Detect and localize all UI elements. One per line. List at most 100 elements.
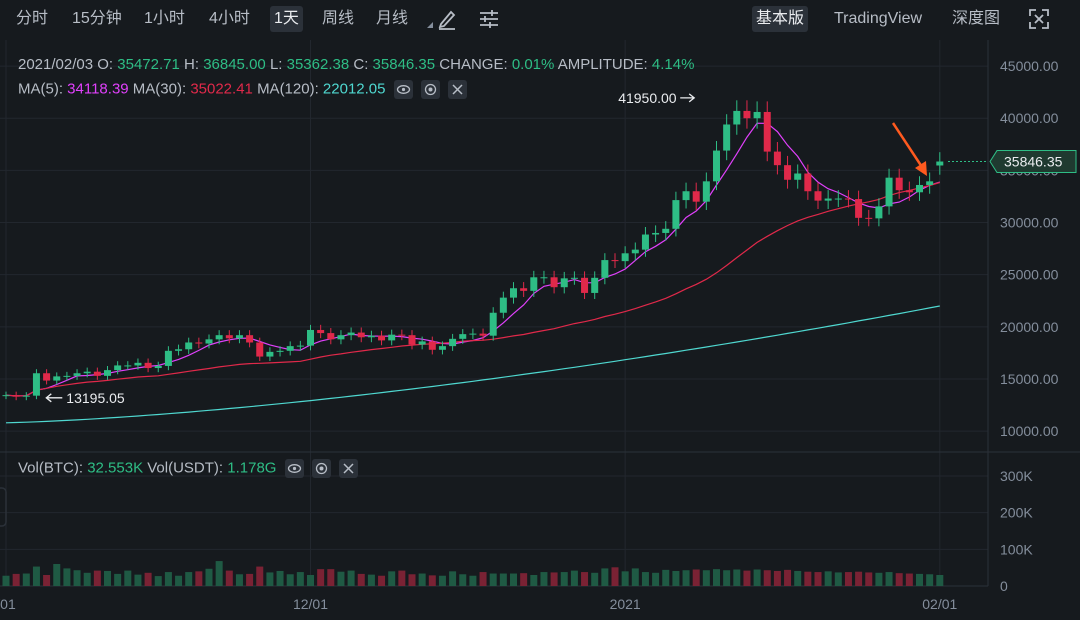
candle-body xyxy=(104,370,111,376)
dropdown-corner-icon[interactable] xyxy=(413,8,435,30)
interval-tab[interactable]: 15分钟 xyxy=(72,10,122,27)
volume-tick-label: 100K xyxy=(1000,541,1033,557)
eye-icon[interactable] xyxy=(284,459,304,478)
volume-bar xyxy=(246,573,254,586)
candle-body xyxy=(296,345,304,347)
interval-tab[interactable]: 月线 xyxy=(376,10,409,27)
candle-body xyxy=(753,111,761,119)
close-icon[interactable] xyxy=(339,459,358,478)
volume-bar xyxy=(438,575,446,586)
price-tick-label: 30000.00 xyxy=(1000,215,1059,231)
volume-bar xyxy=(824,571,832,586)
interval-tab[interactable]: 1小时 xyxy=(144,10,185,27)
last-price-tag xyxy=(989,150,1077,174)
candle-body xyxy=(144,362,152,369)
candle-body xyxy=(621,253,629,262)
volume-bar xyxy=(276,570,284,586)
candle-body xyxy=(702,181,710,202)
candle-body xyxy=(114,365,122,371)
volume-bar xyxy=(235,574,243,586)
candle-body xyxy=(631,249,639,254)
amplitude-value: 4.14% xyxy=(651,56,695,73)
volume-bar xyxy=(702,570,710,586)
volume-bar xyxy=(581,572,589,586)
candle-body xyxy=(692,191,700,202)
volume-bar xyxy=(114,573,122,586)
candle-body xyxy=(510,288,517,298)
candle-body xyxy=(124,365,132,367)
annotation-arrow xyxy=(891,122,924,168)
volume-bar xyxy=(499,573,507,586)
volume-bar xyxy=(195,571,203,586)
candle-body xyxy=(276,350,284,352)
candle-body xyxy=(418,341,426,345)
candle-body xyxy=(408,335,416,345)
low-label: L: xyxy=(269,56,283,73)
volume-bar xyxy=(449,571,457,586)
volume-bar xyxy=(652,572,660,586)
pencil-icon[interactable] xyxy=(436,8,458,30)
volume-bar xyxy=(804,571,812,586)
candle-body xyxy=(611,260,619,262)
volume-bar xyxy=(692,569,700,586)
markers: 35846.35 41950.00 13195.05 xyxy=(0,90,1077,527)
time-tick-label: 02/01 xyxy=(922,596,957,612)
time-tick-label: 12/01 xyxy=(293,596,328,612)
volume-bar xyxy=(215,561,223,586)
volume-bar xyxy=(205,568,213,586)
ma120-label: MA(120): xyxy=(257,80,319,98)
ma30-value: 35022.41 xyxy=(190,80,253,98)
candle-body xyxy=(327,333,335,340)
volume-bar xyxy=(12,573,20,586)
view-tab-active[interactable]: 基本版 xyxy=(752,6,809,32)
volume-tick-label: 0 xyxy=(1000,578,1008,594)
settings-icon[interactable] xyxy=(311,459,331,478)
candle-body xyxy=(560,278,568,288)
volume-bar xyxy=(357,573,365,586)
vol-usdt-label: Vol(USDT): xyxy=(147,459,224,477)
change-label: CHANGE: xyxy=(439,56,508,73)
volume-bar xyxy=(154,576,162,586)
view-tab[interactable]: TradingView xyxy=(834,10,923,27)
interval-tab[interactable]: 4小时 xyxy=(209,10,250,27)
interval-tab[interactable]: 分时 xyxy=(16,10,49,27)
candle-body xyxy=(530,277,538,291)
fullscreen-icon[interactable] xyxy=(1028,8,1050,30)
volume-bar xyxy=(641,572,649,586)
volume-bar xyxy=(926,574,934,586)
volume-bar xyxy=(510,573,517,586)
volume-bar xyxy=(723,570,731,586)
low-value: 35362.38 xyxy=(286,56,350,73)
axes: 10000.00 15000.00 20000.00 25000.00 30000.00… xyxy=(0,58,1059,612)
eye-icon[interactable] xyxy=(393,80,413,99)
high-value: 36845.00 xyxy=(203,56,266,73)
candle-body xyxy=(93,371,101,376)
settings-sliders-icon[interactable] xyxy=(478,8,500,30)
candle-body xyxy=(540,277,548,279)
volume-bar xyxy=(672,570,680,586)
moving-averages xyxy=(5,122,940,424)
ma-legend: MA(5): 34118.39 MA(30): 35022.41 MA(120)… xyxy=(18,80,468,99)
ma120-line xyxy=(5,305,940,424)
candle-body xyxy=(581,277,589,293)
volume-bar xyxy=(327,569,335,586)
close-icon[interactable] xyxy=(448,80,468,99)
change-value: 0.01% xyxy=(511,56,555,73)
volume-bar xyxy=(367,574,375,586)
candle-body xyxy=(449,338,457,347)
volume-bar xyxy=(144,572,152,586)
interval-tab[interactable]: 周线 xyxy=(322,10,355,27)
candle-body xyxy=(428,341,436,350)
volume-bar xyxy=(378,575,386,586)
toolbar: 分时 15分钟 1小时 4小时 1天 周线 月线 基本版 TradingView… xyxy=(0,0,1080,38)
settings-icon[interactable] xyxy=(420,80,440,99)
volume-bar xyxy=(905,573,913,586)
volume-bar xyxy=(32,566,40,586)
volume-bar xyxy=(784,569,792,586)
view-tab[interactable]: 深度图 xyxy=(952,10,1001,27)
interval-tab-active[interactable]: 1天 xyxy=(270,6,303,32)
candle-body xyxy=(499,297,507,313)
volume-bar xyxy=(388,571,396,586)
volume-bar xyxy=(865,572,873,586)
